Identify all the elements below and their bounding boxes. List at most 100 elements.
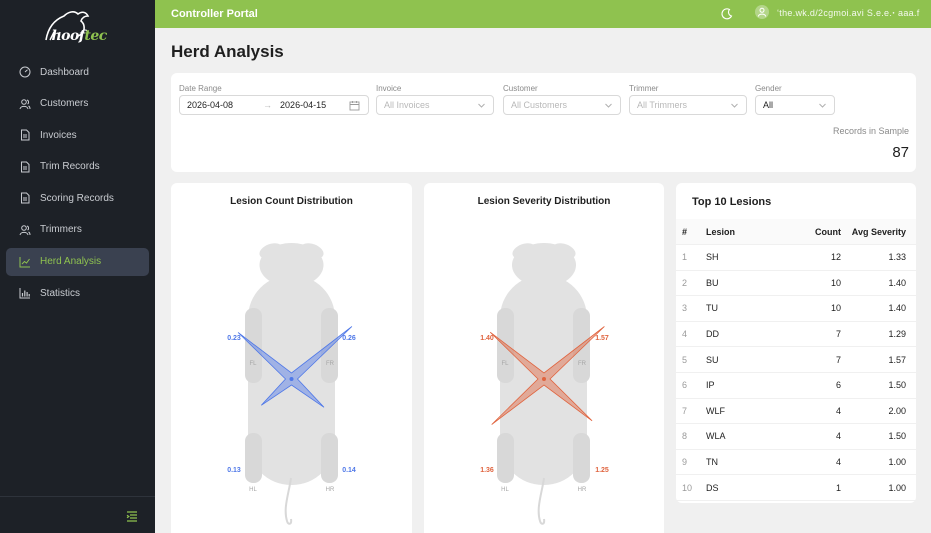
theme-toggle-button[interactable] (720, 7, 734, 21)
row-lesion: SU (706, 354, 719, 365)
customer-select[interactable]: All Customers (503, 95, 621, 115)
user-menu[interactable]: ʻthe.wk.d/2cgmoi.avi S.e.e.ꞏ aaa.f (755, 5, 920, 19)
user-avatar-icon (755, 5, 769, 19)
row-lesion: WLA (706, 431, 726, 442)
date-separator: → (263, 100, 273, 110)
trimmer-label: Trimmer (629, 84, 659, 93)
chevron-down-icon (605, 103, 612, 108)
sidebar-item-label: Scoring Records (40, 192, 114, 204)
sidebar-item-statistics[interactable]: Statistics (6, 279, 149, 307)
row-rank: 9 (682, 457, 688, 468)
leg-label-fl: FL (501, 361, 509, 367)
top-10-lesions-card: Top 10 Lesions # Lesion Count Avg Severi… (676, 183, 916, 503)
sidebar-item-dashboard[interactable]: Dashboard (6, 58, 149, 86)
row-avg-severity: 1.50 (888, 380, 906, 391)
row-avg-severity: 1.50 (888, 431, 906, 442)
header-lesion[interactable]: Lesion (706, 226, 736, 237)
lesion-severity-star (489, 326, 605, 425)
row-avg-severity: 1.00 (888, 482, 906, 493)
row-count: 7 (835, 354, 841, 365)
header-avg-severity[interactable]: Avg Severity (851, 226, 906, 237)
row-rank: 6 (682, 380, 688, 391)
row-avg-severity: 1.57 (888, 354, 906, 365)
logo[interactable]: hooftec (0, 0, 155, 52)
chevron-down-icon (478, 103, 485, 108)
table-header: # Lesion Count Avg Severity (676, 219, 916, 245)
table-row[interactable]: 4 DD 7 1.29 (676, 322, 916, 348)
row-avg-severity: 2.00 (888, 405, 906, 416)
sidebar-item-label: Statistics (40, 287, 81, 299)
row-rank: 4 (682, 329, 688, 340)
row-count: 1 (835, 482, 841, 493)
sidebar-item-label: Invoices (40, 129, 77, 141)
lesion-count-star (237, 326, 353, 408)
row-avg-severity: 1.00 (888, 457, 906, 468)
collapse-sidebar-button[interactable] (125, 509, 139, 523)
leg-label-hl: HL (501, 487, 509, 493)
table-row[interactable]: 7 WLF 4 2.00 (676, 399, 916, 425)
header-rank: # (682, 226, 688, 237)
table-row[interactable]: 2 BU 10 1.40 (676, 271, 916, 297)
logo-text: hooftec (51, 28, 108, 44)
row-lesion: WLF (706, 405, 725, 416)
date-start[interactable]: 2026-04-08 (187, 100, 234, 110)
leg-label-hr: HR (326, 487, 335, 493)
lesion-count-title: Lesion Count Distribution (230, 196, 353, 207)
date-end[interactable]: 2026-04-15 (280, 100, 327, 110)
row-count: 4 (835, 431, 841, 442)
value-label-hr: 0.14 (342, 467, 356, 474)
row-count: 4 (835, 457, 841, 468)
sidebar-item-invoices[interactable]: Invoices (6, 121, 149, 149)
row-rank: 3 (682, 303, 688, 314)
moon-icon (721, 8, 733, 20)
records-in-sample-value: 87 (892, 144, 909, 161)
row-rank: 8 (682, 431, 688, 442)
leg-label-hr: HR (578, 487, 587, 493)
value-label-fr: 0.26 (342, 335, 356, 342)
row-lesion: SH (706, 252, 719, 263)
sidebar-item-customers[interactable]: Customers (6, 90, 149, 118)
table-row[interactable]: 9 TN 4 1.00 (676, 450, 916, 476)
gender-label: Gender (755, 84, 782, 93)
table-row[interactable]: 5 SU 7 1.57 (676, 347, 916, 373)
file-icon (18, 160, 32, 174)
page-title: Herd Analysis (171, 42, 284, 61)
gender-value: All (763, 100, 774, 110)
gender-select[interactable]: All (755, 95, 835, 115)
table-row[interactable]: 1 SH 12 1.33 (676, 245, 916, 271)
table-row[interactable]: 3 TU 10 1.40 (676, 296, 916, 322)
sidebar-item-scoring-records[interactable]: Scoring Records (6, 184, 149, 212)
sidebar-item-trim-records[interactable]: Trim Records (6, 153, 149, 181)
star-center-dot (542, 377, 546, 381)
row-avg-severity: 1.40 (888, 303, 906, 314)
topbar: Controller Portal ʻthe.wk.d/2cgmoi.avi S… (155, 0, 931, 28)
date-range-picker[interactable]: 2026-04-08 → 2026-04-15 (179, 95, 369, 115)
trimmer-select[interactable]: All Trimmers (629, 95, 747, 115)
line-chart-icon (18, 255, 32, 269)
row-rank: 7 (682, 405, 688, 416)
row-rank: 2 (682, 277, 688, 288)
sidebar: hooftec Dashboard Customers Invoices Tri… (0, 0, 155, 533)
row-lesion: TN (706, 457, 718, 468)
lesion-star-shape (237, 326, 353, 408)
user-name: ʻthe.wk.d/2cgmoi.avi S.e.e.ꞏ aaa.f (777, 7, 920, 18)
invoice-select[interactable]: All Invoices (376, 95, 494, 115)
star-center-dot (289, 377, 294, 381)
row-avg-severity: 1.33 (888, 252, 906, 263)
file-icon (18, 128, 32, 142)
lesion-severity-title: Lesion Severity Distribution (477, 196, 611, 207)
table-row[interactable]: 10 DS 1 1.00 (676, 475, 916, 501)
row-count: 7 (835, 329, 841, 340)
sidebar-item-trimmers[interactable]: Trimmers (6, 216, 149, 244)
lesion-star-shape (489, 326, 605, 425)
value-label-hl: 1.36 (480, 467, 494, 474)
sidebar-item-herd-analysis[interactable]: Herd Analysis (6, 247, 149, 276)
row-rank: 1 (682, 252, 688, 263)
top-10-lesions-table: # Lesion Count Avg Severity 1 SH 1 2 1.33 2 BU… (676, 219, 916, 501)
header-count[interactable]: Count (815, 226, 841, 237)
chevron-down-icon (731, 103, 738, 108)
table-row[interactable]: 8 WLA 4 1.50 (676, 424, 916, 450)
table-row[interactable]: 6 IP 6 1.50 (676, 373, 916, 399)
portal-title: Controller Portal (171, 8, 258, 20)
table-body: 1 SH 12 1.33 2 BU 10 1.40 3 TU 10 1.40 4 DD 7 1.29 5 SU 7 1… (676, 245, 916, 501)
